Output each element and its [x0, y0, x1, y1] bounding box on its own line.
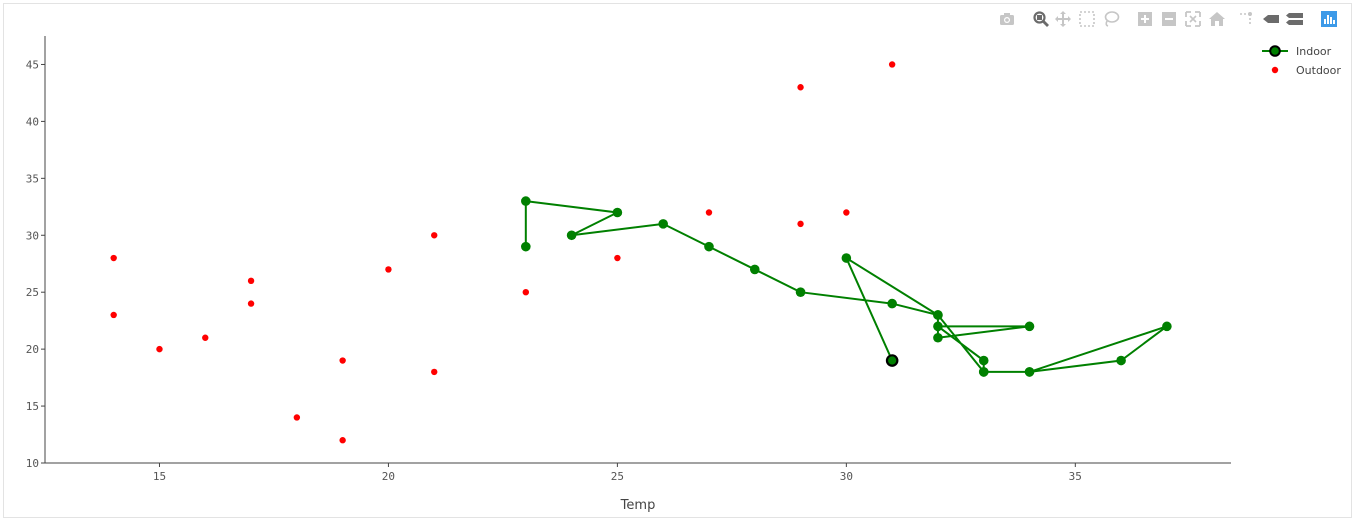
indoor-point[interactable] — [521, 241, 531, 252]
indoor-point[interactable] — [704, 241, 714, 252]
x-tick-label: 20 — [382, 470, 395, 483]
indoor-point[interactable] — [841, 253, 852, 263]
plotly-logo-button[interactable] — [1320, 10, 1338, 28]
box-select-button[interactable] — [1078, 10, 1096, 28]
outdoor-point[interactable] — [705, 209, 713, 216]
lasso-select-button[interactable] — [1102, 10, 1120, 28]
outdoor-point[interactable] — [110, 311, 117, 319]
x-axis-title: Temp — [620, 498, 656, 513]
chart-frame — [3, 3, 1352, 518]
y-tick-label: 25 — [26, 286, 39, 299]
legend-label: Outdoor — [1296, 64, 1341, 77]
indoor-point[interactable] — [658, 219, 668, 229]
hover-compare-icon — [1286, 13, 1303, 25]
indoor-point-highlighted[interactable] — [885, 354, 899, 367]
outdoor-point[interactable] — [797, 220, 804, 228]
indoor-point[interactable] — [1116, 355, 1126, 366]
outdoor-point[interactable] — [110, 254, 117, 262]
indoor-point[interactable] — [566, 230, 577, 241]
box-select-icon — [1079, 11, 1095, 27]
hover-compare-button[interactable] — [1286, 10, 1304, 28]
outdoor-point[interactable] — [431, 368, 438, 376]
indoor-point[interactable] — [521, 196, 531, 206]
legend-marker-swatch — [1271, 66, 1279, 74]
outdoor-point[interactable] — [888, 61, 896, 68]
outdoor-point[interactable] — [431, 232, 438, 239]
outdoor-point[interactable] — [843, 209, 850, 216]
outdoor-point[interactable] — [614, 254, 621, 262]
spike-lines-icon — [1240, 12, 1252, 25]
indoor-point[interactable] — [612, 207, 623, 218]
outdoor-point[interactable] — [247, 300, 255, 307]
camera-button[interactable] — [998, 10, 1016, 28]
indoor-series-line — [524, 199, 1168, 373]
indoor-point[interactable] — [933, 310, 943, 320]
outdoor-point[interactable] — [339, 437, 346, 444]
indoor-point[interactable] — [887, 298, 897, 309]
outdoor-point[interactable] — [522, 289, 530, 296]
plot-area[interactable] — [110, 61, 1172, 444]
outdoor-point[interactable] — [202, 334, 209, 341]
indoor-point[interactable] — [795, 287, 806, 298]
zoom-icon — [1033, 11, 1049, 27]
indoor-point[interactable] — [1162, 321, 1172, 332]
y-tick-label: 45 — [26, 58, 39, 71]
legend-item-outdoor[interactable]: Outdoor — [1271, 64, 1342, 77]
y-tick-label: 30 — [26, 229, 39, 242]
x-tick-label: 15 — [153, 470, 166, 483]
pan-button[interactable] — [1054, 10, 1072, 28]
hover-closest-icon — [1263, 15, 1279, 23]
outdoor-point[interactable] — [797, 84, 804, 91]
lasso-select-icon — [1104, 11, 1120, 27]
zoom-out-icon — [1162, 12, 1176, 26]
x-tick-label: 25 — [611, 470, 624, 483]
indoor-point[interactable] — [978, 355, 989, 366]
y-tick-label: 20 — [26, 343, 39, 356]
x-tick-label: 35 — [1069, 470, 1082, 483]
y-tick-label: 40 — [26, 115, 39, 128]
camera-icon — [1000, 13, 1014, 25]
outdoor-point[interactable] — [339, 357, 346, 364]
indoor-point[interactable] — [933, 321, 943, 332]
legend-item-indoor[interactable]: Indoor — [1262, 45, 1332, 58]
pan-icon — [1055, 11, 1071, 27]
y-tick-label: 15 — [26, 400, 39, 413]
outdoor-point[interactable] — [247, 277, 255, 285]
axes: 15 20 25 30 35 10 15 20 25 30 35 40 45 Temp — [26, 36, 1231, 513]
outdoor-point[interactable] — [385, 266, 392, 273]
plotly-logo-icon — [1321, 11, 1337, 27]
hover-closest-button[interactable] — [1262, 10, 1280, 28]
indoor-point[interactable] — [749, 264, 760, 275]
y-tick-label: 35 — [26, 172, 39, 185]
indoor-point[interactable] — [1024, 321, 1035, 332]
legend-label: Indoor — [1296, 45, 1332, 58]
zoom-button[interactable] — [1032, 10, 1050, 28]
outdoor-point[interactable] — [156, 345, 163, 353]
autoscale-button[interactable] — [1184, 10, 1202, 28]
home-icon — [1209, 12, 1225, 26]
spike-lines-button[interactable] — [1238, 10, 1256, 28]
indoor-point[interactable] — [978, 367, 989, 377]
legend[interactable]: Indoor Outdoor — [1262, 45, 1341, 77]
autoscale-icon — [1185, 11, 1201, 27]
legend-marker-swatch — [1269, 45, 1281, 57]
zoom-in-icon — [1138, 12, 1152, 26]
indoor-point[interactable] — [933, 332, 943, 343]
y-tick-label: 10 — [26, 457, 39, 470]
indoor-point[interactable] — [1024, 367, 1035, 377]
x-tick-label: 30 — [840, 470, 853, 483]
zoom-out-button[interactable] — [1160, 10, 1178, 28]
home-button[interactable] — [1208, 10, 1226, 28]
outdoor-point[interactable] — [293, 414, 301, 421]
zoom-in-button[interactable] — [1136, 10, 1154, 28]
